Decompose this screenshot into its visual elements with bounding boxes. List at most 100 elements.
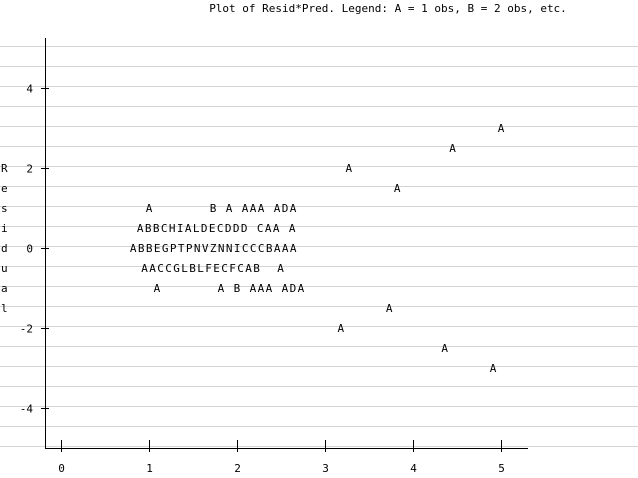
data-point: A [441, 342, 448, 355]
data-point: A [149, 262, 156, 275]
y-tick-label: 2 [26, 163, 33, 176]
y-tick-label: 4 [26, 83, 33, 96]
y-axis-label-letter: d [1, 242, 8, 255]
y-axis-label-letter: l [1, 302, 8, 315]
axes: -4 -2 0 2 4 0 1 2 3 4 5 [20, 38, 528, 475]
data-point: T [178, 242, 185, 255]
data-point: D [241, 222, 248, 235]
data-point: A [449, 142, 456, 155]
data-point: A [218, 282, 225, 295]
data-point: A [141, 262, 148, 275]
data-point: N [218, 242, 225, 255]
gridlines [0, 46, 638, 447]
data-point: A [185, 222, 192, 235]
data-point: A [226, 202, 233, 215]
data-point: B [145, 222, 152, 235]
data-point: D [201, 222, 208, 235]
data-point: A [345, 162, 352, 175]
y-tick-label: -2 [20, 323, 33, 336]
data-point: L [181, 262, 188, 275]
data-point: C [250, 242, 257, 255]
data-point: E [213, 262, 220, 275]
data-point: A [266, 282, 273, 295]
data-point: A [394, 182, 401, 195]
data-point: A [154, 282, 161, 295]
y-tick-label: 0 [26, 243, 33, 256]
chart-title: Plot of Resid*Pred. Legend: A = 1 obs, B… [209, 2, 567, 15]
data-point: A [290, 202, 297, 215]
data-point: A [258, 282, 265, 295]
data-point: A [498, 122, 505, 135]
data-point: L [193, 222, 200, 235]
data-point: B [138, 242, 145, 255]
data-point: B [153, 222, 160, 235]
data-point: B [253, 262, 260, 275]
data-point: A [137, 222, 144, 235]
data-point: C [165, 262, 172, 275]
data-point: C [237, 262, 244, 275]
data-point: N [226, 242, 233, 255]
data-point: B [146, 242, 153, 255]
data-point: A [289, 222, 296, 235]
data-point: L [197, 262, 204, 275]
data-point: C [242, 242, 249, 255]
y-axis-label-letter: a [1, 282, 8, 295]
data-point: C [257, 222, 264, 235]
data-point: A [290, 242, 297, 255]
data-point: P [186, 242, 193, 255]
x-tick-label: 5 [498, 462, 505, 475]
data-point: C [217, 222, 224, 235]
y-axis-label-letter: s [1, 202, 8, 215]
data-point: C [157, 262, 164, 275]
data-point: D [225, 222, 232, 235]
data-point: C [221, 262, 228, 275]
data-point: B [234, 282, 241, 295]
y-axis-label-letter: e [1, 182, 8, 195]
data-point: A [490, 362, 497, 375]
data-point: A [282, 242, 289, 255]
data-point: F [229, 262, 236, 275]
data-point: A [258, 202, 265, 215]
data-point: G [173, 262, 180, 275]
x-tick-label: 4 [410, 462, 417, 475]
x-tick-label: 1 [146, 462, 153, 475]
data-point: A [146, 202, 153, 215]
x-tick-label: 3 [322, 462, 329, 475]
y-axis-label-letter: i [1, 222, 8, 235]
data-point: A [277, 262, 284, 275]
data-point: A [245, 262, 252, 275]
data-point: E [209, 222, 216, 235]
data-point: C [258, 242, 265, 255]
data-point: I [177, 222, 184, 235]
data-point: H [169, 222, 176, 235]
data-point: E [154, 242, 161, 255]
data-point: I [234, 242, 241, 255]
data-point: A [273, 222, 280, 235]
data-point: B [266, 242, 273, 255]
data-point: A [130, 242, 137, 255]
data-point: A [265, 222, 272, 235]
x-tick-label: 0 [58, 462, 65, 475]
data-point: B [210, 202, 217, 215]
y-tick-label: -4 [20, 403, 34, 416]
data-point: V [202, 242, 209, 255]
data-point: A [298, 282, 305, 295]
data-point: D [282, 202, 289, 215]
data-point: Z [210, 242, 217, 255]
data-point: P [170, 242, 177, 255]
data-point: A [250, 202, 257, 215]
data-point: G [162, 242, 169, 255]
data-point: D [233, 222, 240, 235]
data-point: C [161, 222, 168, 235]
data-point: A [386, 302, 393, 315]
data-point: A [274, 202, 281, 215]
y-axis-label-letter: R [1, 162, 8, 175]
data-point: F [205, 262, 212, 275]
data-point: B [189, 262, 196, 275]
x-tick-label: 2 [234, 462, 241, 475]
data-point: A [250, 282, 257, 295]
data-point: A [274, 242, 281, 255]
